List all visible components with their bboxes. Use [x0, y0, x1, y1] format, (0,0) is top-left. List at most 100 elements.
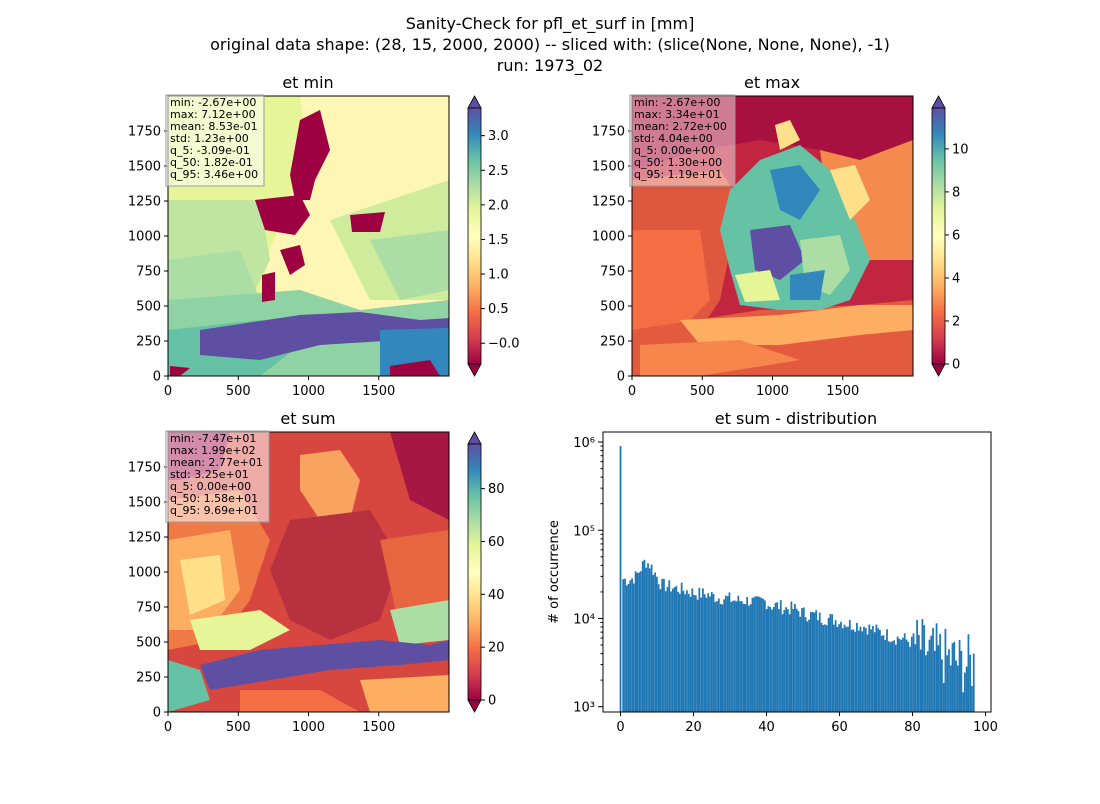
x-tick-label: 20 — [685, 720, 702, 735]
histogram-bar — [696, 599, 699, 712]
histogram-bar — [845, 626, 848, 712]
histogram-bar — [680, 582, 683, 712]
y-tick-label: 500 — [136, 636, 161, 651]
histogram-bar — [969, 654, 972, 712]
histogram-bar — [838, 624, 841, 712]
histogram-bar — [916, 619, 918, 712]
colorbar-tick-label: 6 — [952, 228, 960, 243]
stat-line: q_50: 1.30e+00 — [634, 156, 722, 169]
histogram-bar — [854, 631, 857, 712]
histogram-bar — [760, 597, 763, 712]
histogram-bar — [781, 614, 784, 712]
histogram-bar — [702, 588, 704, 712]
histogram-bar — [937, 645, 940, 712]
histogram-bar — [813, 612, 816, 712]
histogram-bar — [655, 576, 658, 712]
histogram-bar — [732, 600, 734, 712]
histogram-bar — [786, 609, 789, 712]
histogram-bar — [815, 610, 818, 712]
histogram-bar — [689, 596, 692, 712]
histogram-bar — [829, 614, 832, 712]
histogram-bar — [875, 624, 878, 712]
x-tick-label: 1000 — [292, 384, 325, 399]
histogram-bar — [650, 564, 653, 712]
histogram-bar — [887, 641, 890, 712]
histogram-bar — [856, 622, 858, 712]
colorbar-bar — [467, 107, 482, 365]
x-tick-label: 100 — [973, 720, 998, 735]
x-tick-label: 1500 — [362, 720, 395, 735]
histogram-bar — [840, 621, 842, 712]
histogram-bar — [864, 628, 867, 712]
histogram-bar — [900, 639, 903, 712]
stat-line: mean: 2.72e+00 — [634, 120, 727, 133]
stats-box: min: -7.47e+01 max: 1.99e+02 mean: 2.77e… — [165, 430, 270, 523]
histogram-bar — [921, 619, 924, 712]
histogram-bar — [753, 597, 756, 712]
histogram-frame — [602, 431, 992, 713]
histogram-bar — [822, 624, 825, 712]
histogram-bar — [818, 612, 821, 712]
histogram-bar — [694, 595, 697, 712]
histogram-bar — [657, 584, 660, 712]
histogram-bar — [903, 633, 906, 712]
histogram-bar — [843, 624, 846, 712]
histogram-bar — [705, 597, 708, 712]
histogram-bar — [825, 625, 828, 712]
histogram-bar — [790, 601, 793, 712]
histogram-bar — [949, 665, 952, 712]
histogram-bar — [868, 624, 871, 712]
x-tick-label: 60 — [831, 720, 848, 735]
x-tick-label: 0 — [628, 384, 636, 399]
histogram-bar — [638, 572, 641, 712]
histogram-bar — [710, 592, 713, 712]
colorbar-tick-label: 2.5 — [488, 164, 509, 179]
colorbar-tick-label: −0.0 — [488, 337, 520, 352]
histogram-bar — [809, 611, 812, 712]
x-tick-label: 1500 — [362, 384, 395, 399]
histogram-bar — [776, 602, 779, 712]
colorbar-tick-label: 20 — [488, 641, 505, 656]
x-tick-label: 80 — [904, 720, 921, 735]
stat-line: min: -7.47e+01 — [170, 432, 256, 445]
y-tick-label: 0 — [153, 706, 161, 721]
histogram-bar — [687, 593, 690, 712]
histogram-bar — [693, 594, 695, 712]
histogram-bar — [712, 594, 715, 712]
histogram-bar — [728, 592, 731, 712]
histogram-bar — [677, 591, 679, 712]
histogram-bar — [634, 571, 637, 712]
panel-et-min: et min 0 500 1000 1500 0 250 500 750 1000 1250 150… — [128, 73, 520, 399]
histogram-bar — [659, 589, 662, 712]
histogram-bar — [886, 629, 888, 712]
histogram-bar — [808, 619, 810, 712]
histogram-bar — [783, 609, 786, 712]
histogram-bar — [703, 594, 706, 712]
panel-title: et sum — [280, 409, 335, 428]
y-tick-label: 10⁶ — [573, 436, 595, 451]
histogram-bar — [726, 596, 729, 712]
colorbar-tick-label: 40 — [488, 588, 505, 603]
histogram-bar — [629, 580, 632, 712]
histogram-bar — [625, 585, 628, 712]
x-tick-label: 500 — [226, 384, 251, 399]
y-tick-label: 750 — [136, 601, 161, 616]
histogram-bar — [661, 578, 664, 712]
histogram-bar — [882, 635, 885, 712]
histogram-bar — [802, 607, 805, 712]
y-tick-label: 10⁴ — [573, 612, 595, 627]
histogram-bar — [654, 572, 656, 712]
colorbar-tick-label: 3.0 — [488, 129, 509, 144]
histogram-bar — [896, 636, 899, 712]
histogram-bar — [857, 630, 860, 712]
histogram-bar — [733, 600, 736, 712]
stats-box: min: -2.67e+00 max: 7.12e+00 mean: 8.53e… — [165, 94, 265, 187]
figure-title-line1: Sanity-Check for pfl_et_surf in [mm] — [406, 14, 695, 34]
histogram-bar — [682, 590, 685, 712]
histogram-bar — [836, 626, 839, 712]
colorbar: 0 2 4 6 8 10 — [931, 95, 969, 377]
histogram-bar — [709, 596, 711, 712]
histogram-bar — [771, 609, 773, 712]
histogram-bar — [778, 609, 780, 712]
histogram-bar — [794, 603, 796, 712]
